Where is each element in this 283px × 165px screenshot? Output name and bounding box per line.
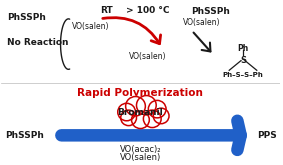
FancyArrowPatch shape bbox=[194, 33, 211, 51]
Text: VO(salen): VO(salen) bbox=[128, 52, 166, 61]
Text: VO(salen): VO(salen) bbox=[120, 153, 161, 162]
Text: Bromanil: Bromanil bbox=[117, 108, 163, 116]
Text: No Reaction: No Reaction bbox=[7, 38, 69, 47]
Text: Ph: Ph bbox=[237, 44, 248, 53]
Text: VO(salen): VO(salen) bbox=[183, 18, 220, 27]
Text: Rapid Polymerization: Rapid Polymerization bbox=[78, 88, 203, 98]
Circle shape bbox=[136, 96, 156, 115]
Text: PhSSPh: PhSSPh bbox=[5, 131, 44, 140]
Text: PPS: PPS bbox=[257, 131, 276, 140]
Text: > 100 °C: > 100 °C bbox=[126, 6, 169, 15]
Text: VO(acac)₂: VO(acac)₂ bbox=[120, 145, 161, 154]
Circle shape bbox=[148, 100, 166, 118]
Text: Ph–S–S–Ph: Ph–S–S–Ph bbox=[223, 72, 263, 78]
Text: VO(salen): VO(salen) bbox=[72, 22, 110, 31]
Circle shape bbox=[121, 110, 136, 126]
Circle shape bbox=[132, 111, 149, 129]
Circle shape bbox=[143, 110, 161, 128]
Text: PhSSPh: PhSSPh bbox=[7, 13, 46, 22]
FancyArrowPatch shape bbox=[103, 18, 161, 44]
Circle shape bbox=[118, 103, 136, 121]
Circle shape bbox=[126, 97, 145, 116]
Text: PhSSPh: PhSSPh bbox=[191, 7, 230, 16]
Text: RT: RT bbox=[100, 6, 113, 15]
Text: S: S bbox=[240, 56, 246, 65]
Circle shape bbox=[153, 108, 169, 124]
